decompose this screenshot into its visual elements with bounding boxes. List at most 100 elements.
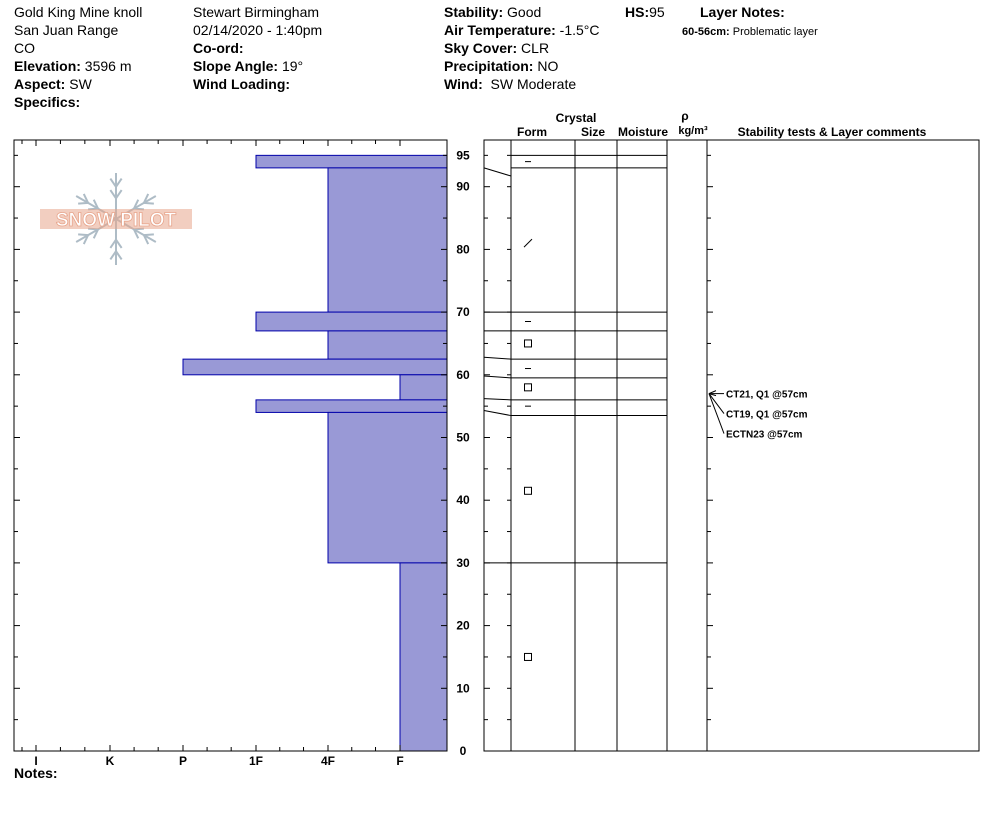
stability-value: Good — [507, 4, 542, 20]
coord-label: Co-ord: — [193, 40, 244, 56]
snowflake-branch — [115, 189, 123, 199]
sky-value: CLR — [521, 40, 550, 56]
sky-label: Sky Cover: — [444, 40, 518, 56]
specifics-label: Specifics: — [14, 94, 81, 110]
depth-label: 20 — [456, 619, 470, 633]
slope-label: Slope Angle: — [193, 58, 279, 74]
state: CO — [14, 40, 35, 56]
location-name: Gold King Mine knoll — [14, 4, 143, 20]
coord-row: Co-ord: — [193, 39, 322, 57]
moisture-header: Moisture — [618, 125, 668, 139]
form-header: Form — [517, 125, 547, 139]
snowflake-branch — [92, 228, 99, 239]
snow-pilot-logo: SNOW PILOT — [40, 173, 192, 265]
wind-row: Wind: SW Moderate — [444, 75, 600, 93]
snowflake-branch — [143, 233, 154, 237]
stability-arrowhead — [708, 390, 717, 397]
depth-label: 50 — [456, 431, 470, 445]
snowflake-branch — [109, 189, 117, 199]
depth-label: 40 — [456, 493, 470, 507]
stability-test-leader — [708, 393, 725, 414]
wind-loading-row: Wind Loading: — [193, 75, 322, 93]
logo-text: SNOW PILOT — [56, 210, 177, 231]
crystal-form-slash — [523, 238, 533, 248]
hardness-tick-label: F — [396, 754, 403, 768]
snowflake-branch — [78, 201, 89, 205]
snowflake-branch — [133, 199, 140, 210]
crystal-form-square — [524, 486, 532, 495]
size-header: Size — [581, 125, 605, 139]
layer-connector-line — [483, 167, 512, 177]
hardness-bar — [327, 411, 448, 564]
hs-value: 95 — [649, 4, 665, 20]
crystal-form-square — [524, 383, 532, 392]
depth-label: 60 — [456, 368, 470, 382]
air-temp-row: Air Temperature: -1.5°C — [444, 21, 600, 39]
hs-label: HS: — [625, 4, 650, 20]
air-temp-value: -1.5°C — [559, 22, 600, 38]
hardness-tick-label: 4F — [321, 754, 335, 768]
stability-tests: CT21, Q1 @57cm CT19, Q1 @57cm ECTN23 @57cm — [708, 390, 808, 441]
depth-label: 90 — [456, 180, 470, 194]
snowflake-branch — [115, 239, 123, 249]
header-location-block: Gold King Mine knoll San Juan Range CO E… — [14, 3, 142, 111]
stability-header: Stability tests & Layer comments — [738, 125, 927, 139]
hardness-bar — [399, 374, 448, 401]
snowflake-branch — [82, 193, 90, 204]
hardness-bars — [182, 154, 448, 752]
specifics-row: Specifics: — [14, 93, 142, 111]
depth-label: 10 — [456, 681, 470, 695]
layer-note-entry: 60-56cm: Problematic layer — [682, 23, 818, 41]
hardness-bar — [399, 562, 448, 752]
crystal-form-square — [524, 339, 532, 348]
hardness-bar — [327, 167, 448, 313]
hardness-bar — [255, 311, 448, 332]
aspect-row: Aspect: SW — [14, 75, 142, 93]
hardness-ticks: I K P 1F 4F F — [21, 140, 404, 768]
precip-label: Precipitation: — [444, 58, 534, 74]
snowflake-branch — [92, 199, 99, 210]
depth-label: 70 — [456, 305, 470, 319]
stability-test-label: CT21, Q1 @57cm — [726, 390, 808, 401]
crystal-form-square — [524, 652, 532, 661]
header-observer-block: Stewart Birmingham 02/14/2020 - 1:40pm C… — [193, 3, 322, 93]
stability-label: Stability: — [444, 4, 504, 20]
stability-row: Stability: Good — [444, 3, 600, 21]
snowflake-branch — [142, 193, 150, 204]
depth-label: 0 — [460, 744, 467, 758]
elevation-value: 3596 m — [84, 58, 132, 74]
snowflake-branch — [143, 201, 154, 205]
snowflake-branch — [133, 228, 140, 239]
elevation-row: Elevation: 3596 m — [14, 57, 142, 75]
layer-note-text: Problematic layer — [732, 26, 818, 38]
crystal-header: Crystal — [556, 111, 597, 125]
observer-name: Stewart Birmingham — [193, 4, 320, 20]
hardness-tick-label: 1F — [249, 754, 263, 768]
crystal-grid — [483, 139, 980, 752]
mountain-range: San Juan Range — [14, 22, 119, 38]
snowflake-branch — [142, 234, 150, 245]
hardness-bar — [255, 154, 448, 169]
rho-header: ρ — [681, 109, 688, 123]
hardness-tick-label: K — [106, 754, 115, 768]
hardness-bar — [255, 399, 448, 413]
layer-connector-line — [483, 410, 512, 417]
layer-connector-line — [483, 375, 512, 379]
layer-note-range: 60-56cm: — [682, 26, 730, 38]
depth-label: 80 — [456, 242, 470, 256]
snowflake-branch — [115, 250, 123, 261]
snowflake-branch — [109, 250, 117, 261]
wind-loading-label: Wind Loading: — [193, 76, 291, 92]
logo-band — [40, 209, 192, 229]
layer-notes-label: Layer Notes: — [700, 4, 785, 20]
notes-label: Notes: — [14, 765, 58, 781]
aspect-label: Aspect: — [14, 76, 66, 92]
precip-row: Precipitation: NO — [444, 57, 600, 75]
slope-row: Slope Angle: 19° — [193, 57, 322, 75]
stability-test-label: ECTN23 @57cm — [726, 430, 803, 441]
hardness-tick-label: P — [179, 754, 187, 768]
snowflake-branch — [109, 177, 117, 188]
column-headers: Crystal Form Size Moisture ρ kg/m³ Stabi… — [517, 109, 927, 139]
wind-label: Wind: — [444, 76, 483, 92]
